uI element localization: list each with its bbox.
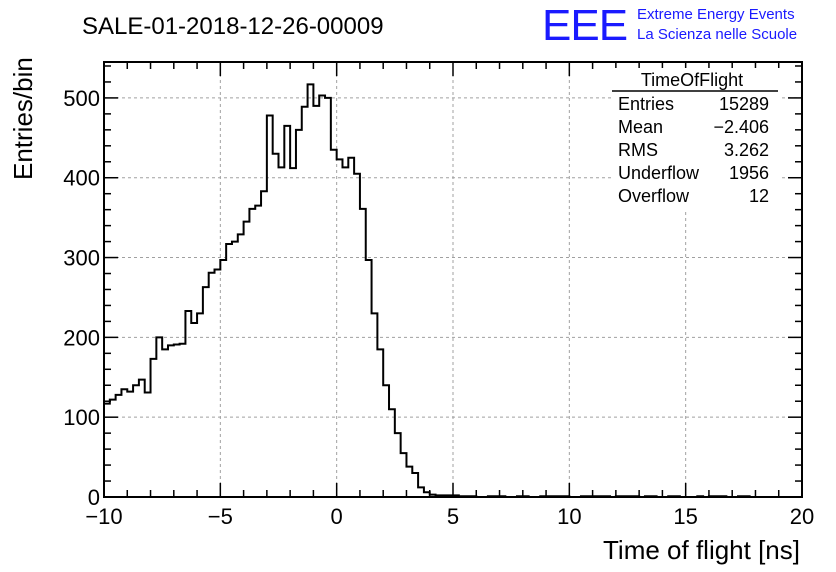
stats-box-rows: Entries 15289 Mean −2.406 RMS 3.262 Underflow 1… <box>618 94 769 206</box>
x-tick-label: −5 <box>208 504 233 529</box>
y-tick-label: 0 <box>88 485 100 510</box>
x-tick-label: 20 <box>790 504 814 529</box>
stats-row-label: Entries <box>618 94 674 114</box>
axis-ticks <box>103 62 803 498</box>
run-title: SALE-01-2018-12-26-00009 <box>82 13 384 40</box>
stats-box-title: TimeOfFlight <box>641 70 743 90</box>
eee-logo-line1: Extreme Energy Events <box>637 6 795 23</box>
x-tick-labels: −10 −5 0 5 10 15 20 <box>85 504 814 529</box>
stats-row-label: RMS <box>618 140 658 160</box>
y-axis-title: Entries/bin <box>8 57 38 180</box>
stats-row-label: Underflow <box>618 163 700 183</box>
stats-row-label: Mean <box>618 117 663 137</box>
stats-row-value: 3.262 <box>724 140 769 160</box>
grid-layer <box>104 62 802 497</box>
y-tick-label: 300 <box>63 246 100 271</box>
eee-logo-line2: La Scienza nelle Scuole <box>637 26 797 43</box>
y-tick-label: 500 <box>63 86 100 111</box>
y-tick-label: 400 <box>63 166 100 191</box>
stats-row-value: 15289 <box>719 94 769 114</box>
stats-row-value: 1956 <box>729 163 769 183</box>
eee-logo-mark: EEE <box>542 1 627 50</box>
stats-box: TimeOfFlight Entries 15289 Mean −2.406 RMS 3.… <box>612 68 780 210</box>
x-tick-label: 5 <box>447 504 459 529</box>
eee-logo: EEE Extreme Energy Events La Scienza nel… <box>542 1 797 50</box>
stats-row-value: −2.406 <box>713 117 769 137</box>
y-tick-labels: 0 100 200 300 400 500 <box>63 86 100 510</box>
y-tick-label: 100 <box>63 405 100 430</box>
x-axis-title: Time of flight [ns] <box>603 535 800 565</box>
stats-row-value: 12 <box>749 186 769 206</box>
x-tick-label: 10 <box>557 504 581 529</box>
y-tick-label: 200 <box>63 325 100 350</box>
stats-row-label: Overflow <box>618 186 690 206</box>
x-tick-label: 15 <box>673 504 697 529</box>
x-tick-label: −10 <box>85 504 122 529</box>
x-tick-label: 0 <box>331 504 343 529</box>
